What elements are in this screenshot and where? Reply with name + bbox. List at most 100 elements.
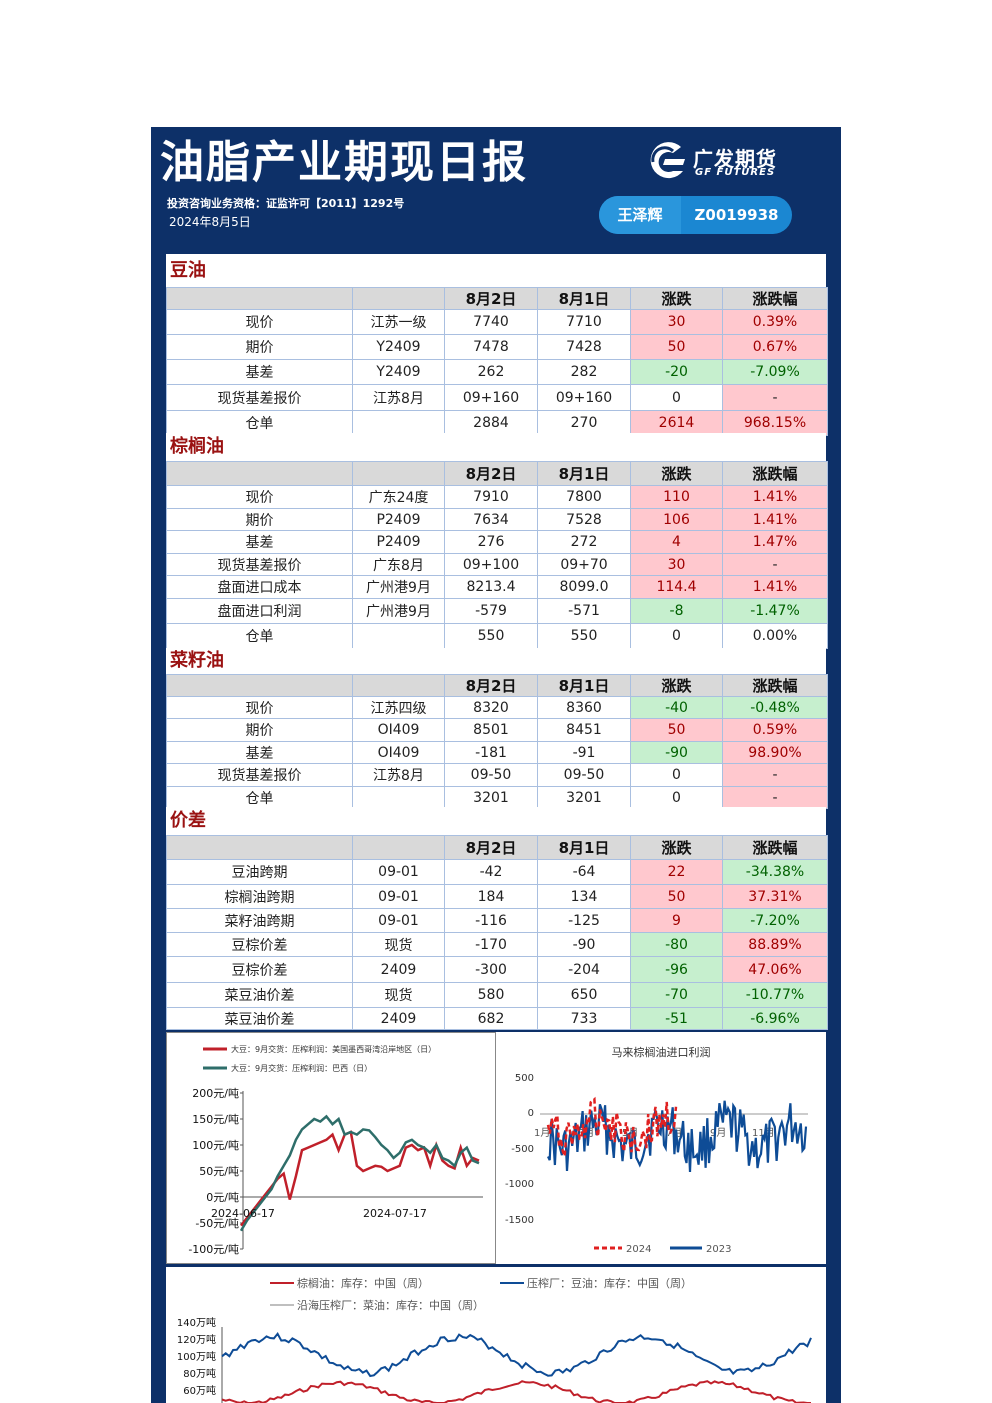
cell-change: 114.4 [630,575,723,599]
table-row: 现货基差报价 江苏8月 09+160 09+160 0- [166,384,828,411]
table-header-row: 8月2日 8月1日 涨跌 涨跌幅 [166,835,828,860]
cell-value: 3201 [537,786,631,809]
header-cell [352,287,445,310]
chart-oil-inventory: 棕榈油：库存：中国（周） 压榨厂：豆油：库存：中国（周） 沿海压榨厂：菜油：库存… [166,1267,826,1403]
analyst-id: Z0019938 [694,206,779,224]
row-label: 现价 [166,696,353,719]
header-cell [166,674,353,697]
cell-value: 276 [444,530,538,554]
table-row: 现货基差报价 江苏8月 09-50 09-50 0- [166,763,828,787]
row-spec: 2409 [352,1007,445,1030]
cell-change-pct: 0.39% [722,309,828,335]
cell-value: 262 [444,359,538,385]
x-tick-label: 2024-07-17 [363,1207,427,1220]
cell-change: 0 [630,384,723,411]
table-row: 菜籽油跨期 09-01 -116 -125 9 -7.20% [166,908,828,933]
cell-change-pct: -7.09% [722,359,828,385]
cell-change: 50 [630,718,723,742]
series-line-2024 [546,1096,678,1157]
series-line-br [239,1114,480,1232]
table-spreads: 8月2日 8月1日 涨跌 涨跌幅 豆油跨期 09-01 -42 -64 22 -34.38… [166,835,828,1030]
cell-change: 110 [630,485,723,509]
cell-value: 8320 [444,696,538,719]
header-cell: 8月1日 [537,674,631,697]
chart-palm-import-profit: 马来棕榈油进口利润 500 0 -500 -1000 -1500 1月 3月 5… [496,1032,826,1264]
cell-change-pct: -34.38% [722,859,828,885]
cell-value: 550 [444,623,538,649]
cell-value: -64 [537,859,631,885]
header-cell: 涨跌幅 [722,461,828,486]
row-spec: OI409 [352,718,445,742]
cell-change-pct: 1.41% [722,575,828,599]
row-spec: 现货 [352,932,445,957]
row-spec: P2409 [352,530,445,554]
header-cell: 8月2日 [444,835,538,860]
cell-change-pct: 1.41% [722,485,828,509]
y-tick-label: -500 [511,1144,534,1155]
section-title-palm-oil: 棕榈油 [166,433,826,461]
table-row: 基差 P2409 276 272 4 1.47% [166,530,828,554]
row-spec: OI409 [352,741,445,764]
row-spec: 江苏8月 [352,384,445,411]
cell-change-pct: - [722,553,828,576]
cell-change: -51 [630,1007,723,1030]
section-title-soybean-oil: 豆油 [166,254,826,287]
row-label: 棕榈油跨期 [166,884,353,909]
row-label: 菜籽油跨期 [166,908,353,933]
y-tick-label: -50元/吨 [195,1217,239,1230]
cell-value: 282 [537,359,631,385]
row-label: 期价 [166,508,353,531]
row-spec [352,410,445,436]
y-tick-label: 500 [515,1073,534,1084]
row-label: 现货基差报价 [166,553,353,576]
analyst-name: 王泽辉 [599,196,681,234]
cell-value: 580 [444,982,538,1008]
analyst-badge: 王泽辉 Z0019938 [599,196,792,234]
table-row: 期价 OI409 8501 8451 50 0.59% [166,718,828,742]
cell-change-pct: -7.20% [722,908,828,933]
table-row: 现价 广东24度 7910 7800 110 1.41% [166,485,828,509]
cell-change-pct: 1.47% [722,530,828,554]
header-cell [352,835,445,860]
row-spec: 09-01 [352,859,445,885]
cell-value: -125 [537,908,631,933]
cell-change: 0 [630,623,723,649]
table-header-row: 8月2日 8月1日 涨跌 涨跌幅 [166,461,828,486]
cell-change-pct: - [722,786,828,809]
header-cell: 8月2日 [444,461,538,486]
cell-value: -90 [537,932,631,957]
cell-change: 0 [630,786,723,809]
header-cell: 涨跌幅 [722,835,828,860]
cell-change-pct: - [722,763,828,787]
cell-value: 184 [444,884,538,909]
cell-change: 30 [630,553,723,576]
y-tick-label: 100元/吨 [192,1139,239,1152]
y-tick-label: 0元/吨 [206,1191,239,1204]
table-palm-oil: 8月2日 8月1日 涨跌 涨跌幅 现价 广东24度 7910 7800 110 1.41%… [166,461,828,649]
header-cell: 涨跌幅 [722,674,828,697]
cell-change-pct: - [722,384,828,411]
cell-change: -8 [630,598,723,624]
logo-text-en: GF FUTURES [695,167,776,178]
cell-value: 7740 [444,309,538,335]
y-tick-label: 50元/吨 [199,1165,239,1178]
header-cell [166,835,353,860]
table-row: 盘面进口成本 广州港9月 8213.4 8099.0 114.4 1.41% [166,575,828,599]
header-cell: 涨跌 [630,461,723,486]
table-row: 基差 OI409 -181 -91 -90 98.90% [166,741,828,764]
row-label: 盘面进口成本 [166,575,353,599]
row-label: 现货基差报价 [166,763,353,787]
cell-value: 8451 [537,718,631,742]
y-tick-label: 100万吨 [177,1350,216,1363]
row-spec: 09-01 [352,908,445,933]
cell-value: 270 [537,410,631,436]
cell-value: 7478 [444,334,538,360]
row-label: 豆棕价差 [166,932,353,957]
table-row: 菜豆油价差 2409 682 733 -51 -6.96% [166,1007,828,1030]
row-spec: 广州港9月 [352,575,445,599]
cell-value: 09+160 [537,384,631,411]
table-row: 豆油跨期 09-01 -42 -64 22 -34.38% [166,859,828,885]
header-cell [352,674,445,697]
header-cell: 涨跌 [630,287,723,310]
cell-change: 30 [630,309,723,335]
